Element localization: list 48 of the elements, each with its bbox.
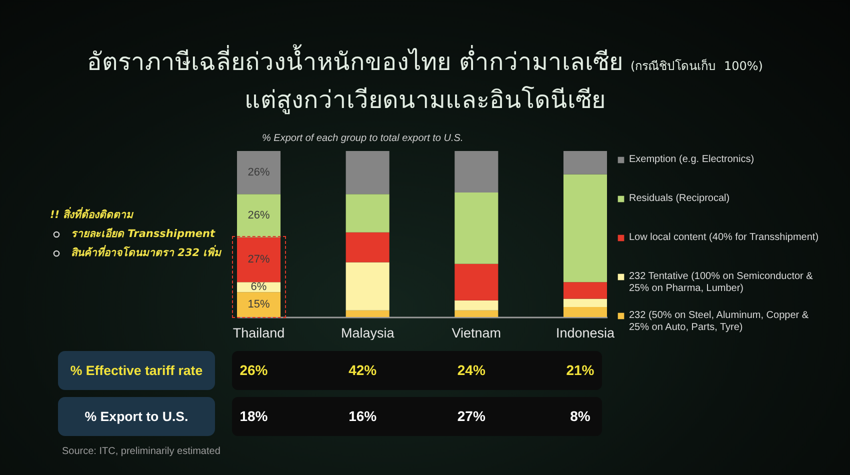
legend-label: Exemption (e.g. Electronics)	[629, 154, 754, 165]
bar	[454, 264, 498, 300]
x-tick-label: Vietnam	[452, 326, 502, 340]
y-tick-label: % Export to U.S.	[84, 409, 188, 424]
bar	[346, 232, 390, 262]
bar	[454, 310, 498, 317]
text: สินค้าที่อาจโดนมาตรา 232 เพิ่ม	[71, 246, 222, 260]
data-label: 42%	[348, 361, 377, 380]
x-tick-label: Malaysia	[340, 326, 395, 340]
data-label: 6%	[250, 281, 267, 294]
chart-subtitle: % Export of each group to total export to U.S.	[262, 133, 464, 144]
x-tick-label: Thailand	[232, 326, 285, 340]
data-label: 26%	[248, 210, 270, 222]
data-label: 27%	[457, 407, 486, 426]
bar	[346, 310, 390, 317]
bar	[563, 174, 607, 282]
bar	[563, 298, 607, 308]
bar	[563, 307, 607, 317]
data-label: 26%	[248, 166, 270, 179]
bar	[237, 151, 281, 194]
bar	[237, 237, 281, 282]
bar	[346, 194, 390, 232]
bar	[454, 151, 498, 192]
legend-label: Low local content (40% for Transshipment)	[629, 232, 819, 243]
data-label: 16%	[348, 407, 377, 426]
text: !! สิ่งที่ต้องติดตาม	[50, 208, 134, 222]
x-tick-label: Indonesia	[556, 326, 615, 340]
legend-label: 232 Tentative (100% on Semiconductor & 25% on Pharma, Lumber)	[629, 271, 814, 294]
bar	[346, 151, 390, 194]
bar	[563, 151, 607, 174]
data-label: 15%	[248, 298, 270, 311]
source-note: Source: ITC, preliminarily estimated	[62, 446, 220, 457]
bar	[237, 292, 281, 317]
bar	[237, 194, 281, 238]
data-label: 21%	[566, 361, 594, 380]
bar	[346, 262, 390, 310]
bar	[454, 300, 498, 310]
bar	[454, 192, 498, 264]
data-label: 8%	[570, 407, 590, 426]
data-label: 26%	[240, 361, 268, 380]
data-label: 24%	[457, 361, 486, 380]
data-label: 27%	[248, 254, 270, 266]
text: รายละเอียด Transshipment	[71, 227, 216, 241]
data-label: 18%	[240, 407, 268, 426]
legend-label: 232 (50% on Steel, Aluminum, Copper & 25% on Auto, Parts, Tyre)	[629, 310, 809, 333]
legend-label: Residuals (Reciprocal)	[629, 193, 730, 204]
y-tick-label: % Effective tariff rate	[70, 363, 203, 378]
bar	[563, 282, 607, 299]
